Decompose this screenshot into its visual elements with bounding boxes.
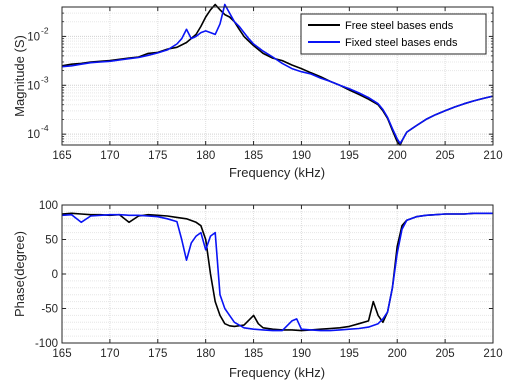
magnitude-axes: 165 170 175 180 185 190 195 200 205 21010-410-310… [12, 3, 503, 180]
x-tick-label: 165 [52, 150, 71, 162]
x-tick-label: 190 [292, 150, 311, 162]
y-tick-label: 10 [27, 129, 40, 141]
y-tick-label: 10 [27, 31, 40, 43]
magnitude-lines [61, 3, 494, 146]
y-tick-exponent: -3 [41, 74, 49, 84]
y-tick-label: 0 [52, 269, 58, 281]
x-tick-label: 175 [148, 348, 167, 360]
y-tick-label: 100 [39, 200, 58, 212]
x-tick-label: 210 [483, 348, 502, 360]
phase-lines [61, 212, 493, 332]
phase-ylabel: Phase(degree) [12, 231, 27, 317]
phase-axes: 165 170 175 180 185 190 195 200 205 210 100 50 0 -50 -… [12, 200, 503, 380]
magnitude-ticks: 165 170 175 180 185 190 195 200 205 21010-410-310… [27, 7, 503, 162]
legend-label-free: Free steel bases ends [345, 20, 454, 32]
x-tick-label: 185 [244, 150, 263, 162]
y-tick-exponent: -4 [41, 123, 49, 133]
x-tick-label: 165 [52, 348, 71, 360]
legend: Free steel bases ends Fixed steel bases … [300, 13, 487, 55]
y-tick-label: -100 [35, 338, 58, 350]
x-tick-label: 200 [388, 348, 407, 360]
x-tick-label: 180 [196, 348, 215, 360]
x-tick-label: 195 [340, 150, 359, 162]
x-tick-label: 190 [292, 348, 311, 360]
x-tick-label: 205 [436, 150, 455, 162]
phase-grid [62, 205, 493, 343]
phase-ticks: 165 170 175 180 185 190 195 200 205 210 100 50 0 -50 -… [35, 200, 503, 360]
magnitude-ylabel: Magnitude (S) [12, 35, 27, 117]
x-tick-label: 200 [388, 150, 407, 162]
x-tick-label: 210 [483, 150, 502, 162]
phase-xlabel: Frequency (kHz) [229, 365, 325, 380]
legend-box [300, 13, 487, 55]
x-tick-label: 170 [100, 348, 119, 360]
y-tick-label: 10 [27, 80, 40, 92]
y-tick-label: 50 [45, 235, 58, 247]
y-tick-exponent: -2 [41, 25, 49, 35]
x-tick-label: 175 [148, 150, 167, 162]
x-tick-label: 170 [100, 150, 119, 162]
x-tick-label: 185 [244, 348, 263, 360]
x-tick-label: 205 [436, 348, 455, 360]
series-fixed-steel-magnitude [61, 3, 494, 145]
x-tick-label: 180 [196, 150, 215, 162]
legend-label-fixed: Fixed steel bases ends [345, 37, 458, 49]
magnitude-xlabel: Frequency (kHz) [229, 165, 325, 180]
y-tick-label: -50 [41, 304, 58, 316]
series-fixed-steel-phase [61, 212, 493, 332]
x-tick-label: 195 [340, 348, 359, 360]
